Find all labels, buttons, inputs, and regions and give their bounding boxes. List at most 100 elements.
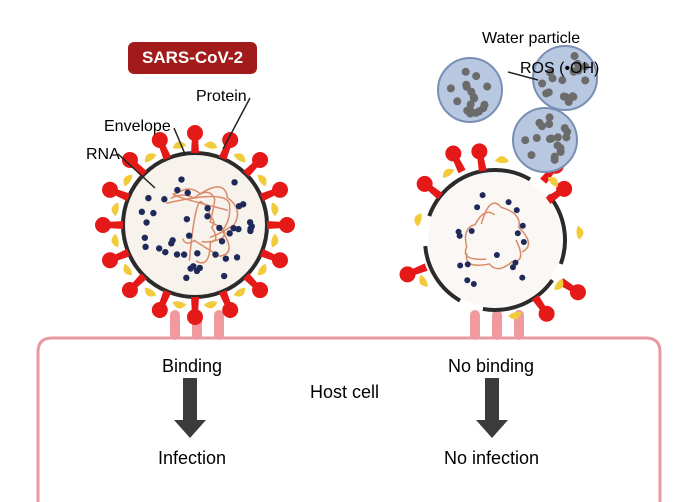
rna-dot <box>145 195 151 201</box>
ros-dot <box>538 122 546 130</box>
e-protein <box>112 234 119 248</box>
e-protein <box>258 175 267 187</box>
label-protein: Protein <box>196 88 247 106</box>
e-protein <box>123 264 132 276</box>
ros-dot <box>533 134 541 142</box>
rna-dot <box>178 176 184 182</box>
spike-head <box>272 252 288 268</box>
rna-dot <box>184 216 190 222</box>
rna-dot <box>221 273 227 279</box>
water-particle <box>513 108 577 172</box>
ros-dot <box>557 144 565 152</box>
spike-head <box>279 217 295 233</box>
spike-head <box>187 125 203 141</box>
receptor-left <box>170 310 180 340</box>
ros-dot <box>462 81 470 89</box>
spike-head <box>252 282 268 298</box>
rna-dot <box>520 223 526 229</box>
rna-dot <box>204 213 210 219</box>
water-particle <box>533 46 597 110</box>
rna-dot <box>457 233 463 239</box>
spike-head <box>187 309 203 325</box>
virus-damaged <box>425 170 565 310</box>
rna-dot <box>161 196 167 202</box>
spike-head <box>556 181 572 197</box>
label-infection: Infection <box>158 448 226 469</box>
rna-dot <box>521 239 527 245</box>
rna-dot <box>216 225 222 231</box>
rna-dot <box>464 277 470 283</box>
ros-dot <box>472 109 480 117</box>
arrow-shaft <box>183 378 197 420</box>
receptor-right <box>492 310 502 340</box>
ros-dot <box>453 97 461 105</box>
e-protein <box>414 213 421 227</box>
e-protein <box>123 175 132 187</box>
e-protein <box>271 234 278 248</box>
rna-dot <box>512 260 518 266</box>
receptor-left <box>214 310 224 340</box>
rna-dot <box>519 275 525 281</box>
ros-dot <box>563 128 571 136</box>
spike-head <box>252 152 268 168</box>
ros-dot <box>560 93 568 101</box>
label-water-particle: Water particle <box>482 30 580 48</box>
ros-dot <box>462 68 470 76</box>
rna-dot <box>480 192 486 198</box>
e-protein <box>112 203 119 217</box>
e-protein <box>495 156 509 163</box>
ros-dot <box>545 120 553 128</box>
rna-dot <box>150 210 156 216</box>
rna-dot <box>465 261 471 267</box>
diagram-canvas: SARS-CoV-2 Water particle ROS (•OH) Prot… <box>0 0 700 502</box>
e-protein <box>204 301 218 308</box>
rna-dot <box>212 251 218 257</box>
rna-dot <box>471 281 477 287</box>
spike-head <box>471 143 487 159</box>
e-protein <box>271 203 278 217</box>
virus-intact <box>123 153 267 297</box>
ros-dot <box>538 79 546 87</box>
ros-dot <box>546 135 554 143</box>
rna-dot <box>494 252 500 258</box>
rna-dot <box>515 230 521 236</box>
rna-dot <box>457 262 463 268</box>
ros-dot <box>571 52 579 60</box>
water-particle <box>438 58 502 122</box>
e-protein <box>234 153 246 162</box>
rna-dot <box>506 199 512 205</box>
rna-dot <box>226 230 232 236</box>
rna-dot <box>183 275 189 281</box>
ros-dot <box>467 100 475 108</box>
e-protein <box>443 169 454 178</box>
spike-head <box>272 182 288 198</box>
rna-dot <box>469 228 475 234</box>
rna-dot <box>236 203 242 209</box>
ros-dot <box>470 93 478 101</box>
e-protein <box>145 288 157 297</box>
spike-head <box>102 182 118 198</box>
rna-dot <box>474 204 480 210</box>
rna-dot <box>223 255 229 261</box>
label-no-binding: No binding <box>448 356 534 377</box>
rna-dot <box>156 245 162 251</box>
ros-dot <box>447 84 455 92</box>
rna-dot <box>142 244 148 250</box>
spike-head <box>102 252 118 268</box>
spike-head <box>222 302 238 318</box>
e-protein <box>234 288 246 297</box>
rna-dot <box>168 240 174 246</box>
e-protein <box>145 153 157 162</box>
spike-head <box>122 282 138 298</box>
rna-dot <box>194 250 200 256</box>
e-protein <box>258 264 267 276</box>
rna-dot <box>514 207 520 213</box>
ros-dot <box>569 92 577 100</box>
envelope-fill <box>428 173 562 307</box>
label-envelope: Envelope <box>104 118 171 136</box>
rna-dot <box>204 205 210 211</box>
e-protein <box>576 226 583 240</box>
ros-dot <box>527 151 535 159</box>
rna-dot <box>174 251 180 257</box>
spike-head <box>400 266 416 282</box>
